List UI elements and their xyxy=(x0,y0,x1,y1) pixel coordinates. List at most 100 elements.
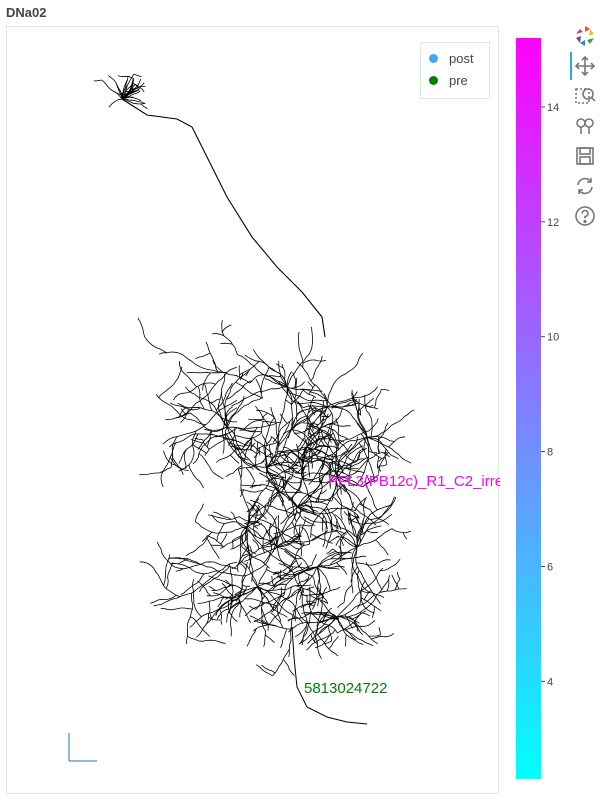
active-tool-indicator xyxy=(570,52,572,80)
skeleton-branch xyxy=(253,625,291,631)
skeleton-branch xyxy=(220,343,232,344)
skeleton-branch xyxy=(166,562,173,589)
skeleton-branch xyxy=(206,342,218,372)
skeleton-branch xyxy=(273,649,290,676)
skeleton-branch xyxy=(190,587,247,628)
plot-area[interactable]: PFL3(PB12c)_R1_C2_irreg 5813024722 xyxy=(6,26,499,794)
skeleton-branch xyxy=(238,422,281,429)
skeleton-branch xyxy=(369,418,379,431)
skeleton-branch xyxy=(241,561,257,587)
skeleton-branch xyxy=(94,80,102,81)
skeleton-branch xyxy=(230,455,239,463)
skeleton-branch xyxy=(317,556,366,567)
skeleton-branch xyxy=(226,473,233,476)
toolbar xyxy=(570,22,600,242)
colorbar: 468101214 xyxy=(505,30,565,790)
legend-label-post: post xyxy=(449,51,474,66)
skeleton-branch xyxy=(329,636,339,648)
skeleton-branch xyxy=(159,367,183,398)
skeleton-branch xyxy=(269,376,281,377)
skeleton-branch xyxy=(248,419,264,420)
skeleton-branch xyxy=(344,585,352,603)
skeleton-branch xyxy=(186,387,228,427)
skeleton-branch xyxy=(222,320,224,336)
skeleton-branch xyxy=(329,626,332,642)
skeleton-branch xyxy=(262,413,268,418)
help-tool-icon[interactable] xyxy=(573,204,597,228)
skeleton-branch xyxy=(207,587,257,624)
legend-item-post[interactable]: post xyxy=(429,49,474,67)
skeleton-branch xyxy=(337,519,338,531)
skeleton-branch xyxy=(314,613,326,642)
skeleton-branch xyxy=(161,608,193,610)
skeleton-branch xyxy=(138,318,167,353)
skeleton-branch xyxy=(381,389,389,390)
skeleton-branch xyxy=(365,395,367,411)
save-tool-icon[interactable] xyxy=(573,144,597,168)
skeleton-branch xyxy=(392,575,399,589)
skeleton-branch xyxy=(241,457,242,477)
skeleton-branch xyxy=(389,437,405,447)
skeleton-branch xyxy=(216,449,235,462)
skeleton-branch xyxy=(283,659,294,675)
legend-item-pre[interactable]: pre xyxy=(429,71,468,89)
colorbar-tick-label: 14 xyxy=(547,102,559,114)
legend: post pre xyxy=(420,42,490,99)
skeleton-branch xyxy=(209,576,246,591)
skeleton-branch xyxy=(367,437,411,463)
skeleton-branch xyxy=(250,515,262,516)
skeleton-branch xyxy=(313,410,325,411)
bokeh-logo-icon[interactable] xyxy=(573,24,597,48)
skeleton-branch xyxy=(287,327,313,387)
skeleton-branch xyxy=(134,74,142,77)
skeleton-branch xyxy=(348,519,363,525)
scale-bar xyxy=(69,733,97,761)
skeleton-branch xyxy=(307,587,314,590)
skeleton-branch xyxy=(160,468,171,473)
skeleton-branch xyxy=(311,356,322,381)
skeleton-branch xyxy=(376,540,389,555)
box-zoom-tool-icon[interactable] xyxy=(573,84,597,108)
skeleton-branch xyxy=(188,636,226,643)
legend-marker-post xyxy=(429,54,438,63)
skeleton-branch xyxy=(189,465,204,488)
skeleton-branch xyxy=(264,631,266,647)
skeleton-branch xyxy=(195,353,210,359)
skeleton-branch xyxy=(139,472,163,475)
skeleton-branch xyxy=(245,532,246,540)
skeleton-branch xyxy=(232,541,233,549)
skeleton-branch xyxy=(252,481,255,489)
skeleton-branch xyxy=(298,438,305,448)
skeleton-branch xyxy=(244,547,277,561)
skeleton-branch xyxy=(255,523,262,526)
colorbar-tick-label: 8 xyxy=(547,447,553,459)
wheel-zoom-tool-icon[interactable] xyxy=(573,114,597,138)
skeleton-branch xyxy=(397,572,400,579)
skeleton-branch xyxy=(187,372,227,373)
skeleton-branch xyxy=(168,558,237,576)
skeleton-branch xyxy=(226,381,251,400)
skeleton-branch xyxy=(141,104,148,109)
colorbar-tick-label: 12 xyxy=(547,217,559,229)
colorbar-tick-label: 6 xyxy=(547,561,553,573)
skeleton-branch xyxy=(211,545,223,546)
skeleton-branch xyxy=(233,465,242,473)
skeleton-branch xyxy=(285,400,291,405)
skeleton-branch xyxy=(371,497,396,520)
skeleton-branch xyxy=(369,635,381,636)
skeleton-branch xyxy=(338,603,344,608)
skeleton-branch xyxy=(247,527,265,553)
skeleton-branch xyxy=(242,585,250,586)
pan-tool-icon[interactable] xyxy=(573,54,597,78)
skeleton-branch xyxy=(307,596,308,604)
skeleton-branch xyxy=(262,665,276,673)
skeleton-branch xyxy=(281,496,290,518)
annotation-pfl3: PFL3(PB12c)_R1_C2_irreg xyxy=(328,473,500,490)
skeleton-branch xyxy=(317,552,352,567)
skeleton-branch xyxy=(235,433,261,438)
reset-tool-icon[interactable] xyxy=(573,174,597,198)
skeleton-branch xyxy=(227,398,262,428)
skeleton-branch xyxy=(238,469,249,527)
skeleton-branch xyxy=(303,360,326,363)
skeleton-branch xyxy=(236,375,250,383)
